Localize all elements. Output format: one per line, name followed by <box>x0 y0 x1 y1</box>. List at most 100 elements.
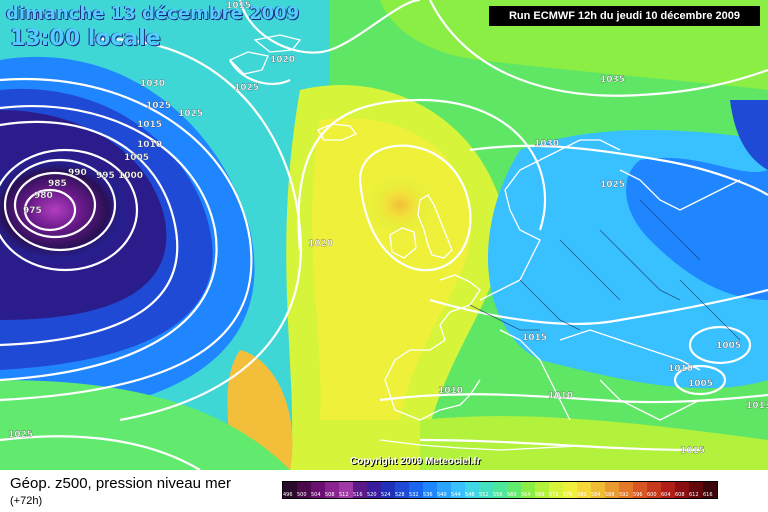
legend-value: 604 <box>661 492 671 498</box>
legend-value: 616 <box>703 492 713 498</box>
field-europe-colder <box>626 157 768 300</box>
isobar-label: 1035 <box>600 75 625 85</box>
legend-value: 528 <box>395 492 405 498</box>
field-southwest <box>0 380 290 470</box>
legend-value: 516 <box>353 492 363 498</box>
isobar-label: 1005 <box>716 341 741 351</box>
legend-value: 524 <box>381 492 391 498</box>
legend-value: 532 <box>409 492 419 498</box>
isobars <box>0 0 768 470</box>
legend-value: 520 <box>367 492 377 498</box>
legend-swatch: 528 <box>395 482 409 498</box>
legend-value: 572 <box>549 492 559 498</box>
isobar-label: 1015 <box>680 446 705 456</box>
legend-swatch: 500 <box>297 482 311 498</box>
legend-value: 500 <box>297 492 307 498</box>
isobar-label: 1015 <box>226 1 251 11</box>
legend-value: 568 <box>535 492 545 498</box>
field-south <box>420 416 768 470</box>
legend-swatch: 596 <box>633 482 647 498</box>
legend-swatch: 544 <box>451 482 465 498</box>
legend-value: 556 <box>493 492 503 498</box>
isobar-label: 995 <box>96 171 115 181</box>
isobar-label: 985 <box>48 179 67 189</box>
legend-swatch: 552 <box>479 482 493 498</box>
isobar-label: 1013 <box>746 401 768 411</box>
legend-value: 544 <box>451 492 461 498</box>
isobar-label: 1000 <box>118 171 143 181</box>
isobar-label: 1020 <box>308 239 333 249</box>
isobar-label: 1005 <box>688 379 713 389</box>
legend-swatch: 524 <box>381 482 395 498</box>
legend-swatch: 516 <box>353 482 367 498</box>
legend-swatch: 512 <box>339 482 353 498</box>
legend-swatch: 520 <box>367 482 381 498</box>
legend-value: 596 <box>633 492 643 498</box>
legend-value: 536 <box>423 492 433 498</box>
copyright-text: Copyright 2009 Meteociel.fr <box>350 456 481 467</box>
legend-value: 612 <box>689 492 699 498</box>
ridge-core <box>365 175 435 235</box>
forecast-date: dimanche 13 décembre 2009 <box>6 3 300 24</box>
legend-value: 608 <box>675 492 685 498</box>
legend-swatch: 564 <box>521 482 535 498</box>
lead-time-label: (+72h) <box>10 495 43 507</box>
legend-swatch: 608 <box>675 482 689 498</box>
map-canvas: 1015 1020 1025 1030 1025 1015 1010 1005 … <box>0 0 768 470</box>
legend-swatch: 576 <box>563 482 577 498</box>
isobar-label: 1030 <box>534 139 559 149</box>
isobar-label: 1010 <box>438 386 463 396</box>
legend-value: 588 <box>605 492 615 498</box>
run-info-box: Run ECMWF 12h du jeudi 10 décembre 2009 <box>489 6 760 26</box>
legend-swatch: 580 <box>577 482 591 498</box>
legend-swatch: 572 <box>549 482 563 498</box>
legend-swatch: 532 <box>409 482 423 498</box>
forecast-time: 13:00 locale <box>10 26 161 51</box>
isobar-label: 1025 <box>600 180 625 190</box>
isobar-label: 1025 <box>234 83 259 93</box>
color-legend: 496 500 504 508 512 516 520 524 528 532 536 540 544 5… <box>282 481 718 499</box>
legend-swatch: 584 <box>591 482 605 498</box>
isobar-label: 1005 <box>124 153 149 163</box>
legend-value: 504 <box>311 492 321 498</box>
legend-value: 584 <box>591 492 601 498</box>
isobar-labels: 1015 1020 1025 1030 1025 1015 1010 1005 … <box>8 1 768 456</box>
legend-swatch: 548 <box>465 482 479 498</box>
legend-value: 560 <box>507 492 517 498</box>
legend-swatch: 592 <box>619 482 633 498</box>
legend-swatch: 560 <box>507 482 521 498</box>
forecast-map: 1015 1020 1025 1030 1025 1015 1010 1005 … <box>0 0 768 470</box>
legend-swatch: 540 <box>437 482 451 498</box>
isobar-label: 975 <box>23 206 42 216</box>
legend-swatch: 600 <box>647 482 661 498</box>
legend-value: 548 <box>465 492 475 498</box>
legend-value: 564 <box>521 492 531 498</box>
isobar-label: 980 <box>34 191 53 201</box>
isobar-label: 1010 <box>137 140 162 150</box>
legend-value: 508 <box>325 492 335 498</box>
isobar-label: 1025 <box>178 109 203 119</box>
isobar-label: 1010 <box>548 391 573 401</box>
legend-value: 496 <box>283 492 293 498</box>
legend-value: 592 <box>619 492 629 498</box>
legend-value: 512 <box>339 492 349 498</box>
legend-value: 540 <box>437 492 447 498</box>
parameter-label: Géop. z500, pression niveau mer <box>10 475 231 492</box>
isobar-label: 1010 <box>668 364 693 374</box>
legend-value: 600 <box>647 492 657 498</box>
legend-swatch: 616 <box>703 482 717 498</box>
legend-value: 576 <box>563 492 573 498</box>
isobar-label: 1025 <box>146 101 171 111</box>
map-footer: Géop. z500, pression niveau mer (+72h) 4… <box>0 470 768 512</box>
legend-value: 552 <box>479 492 489 498</box>
coastlines <box>228 34 741 451</box>
legend-swatch: 496 <box>283 482 297 498</box>
legend-swatch: 604 <box>661 482 675 498</box>
isobar-label: 990 <box>68 168 87 178</box>
isobar-label: 1030 <box>140 79 165 89</box>
legend-swatch: 612 <box>689 482 703 498</box>
legend-swatch: 536 <box>423 482 437 498</box>
legend-swatch: 568 <box>535 482 549 498</box>
borders <box>469 199 741 341</box>
isobar-label: 1020 <box>270 55 295 65</box>
